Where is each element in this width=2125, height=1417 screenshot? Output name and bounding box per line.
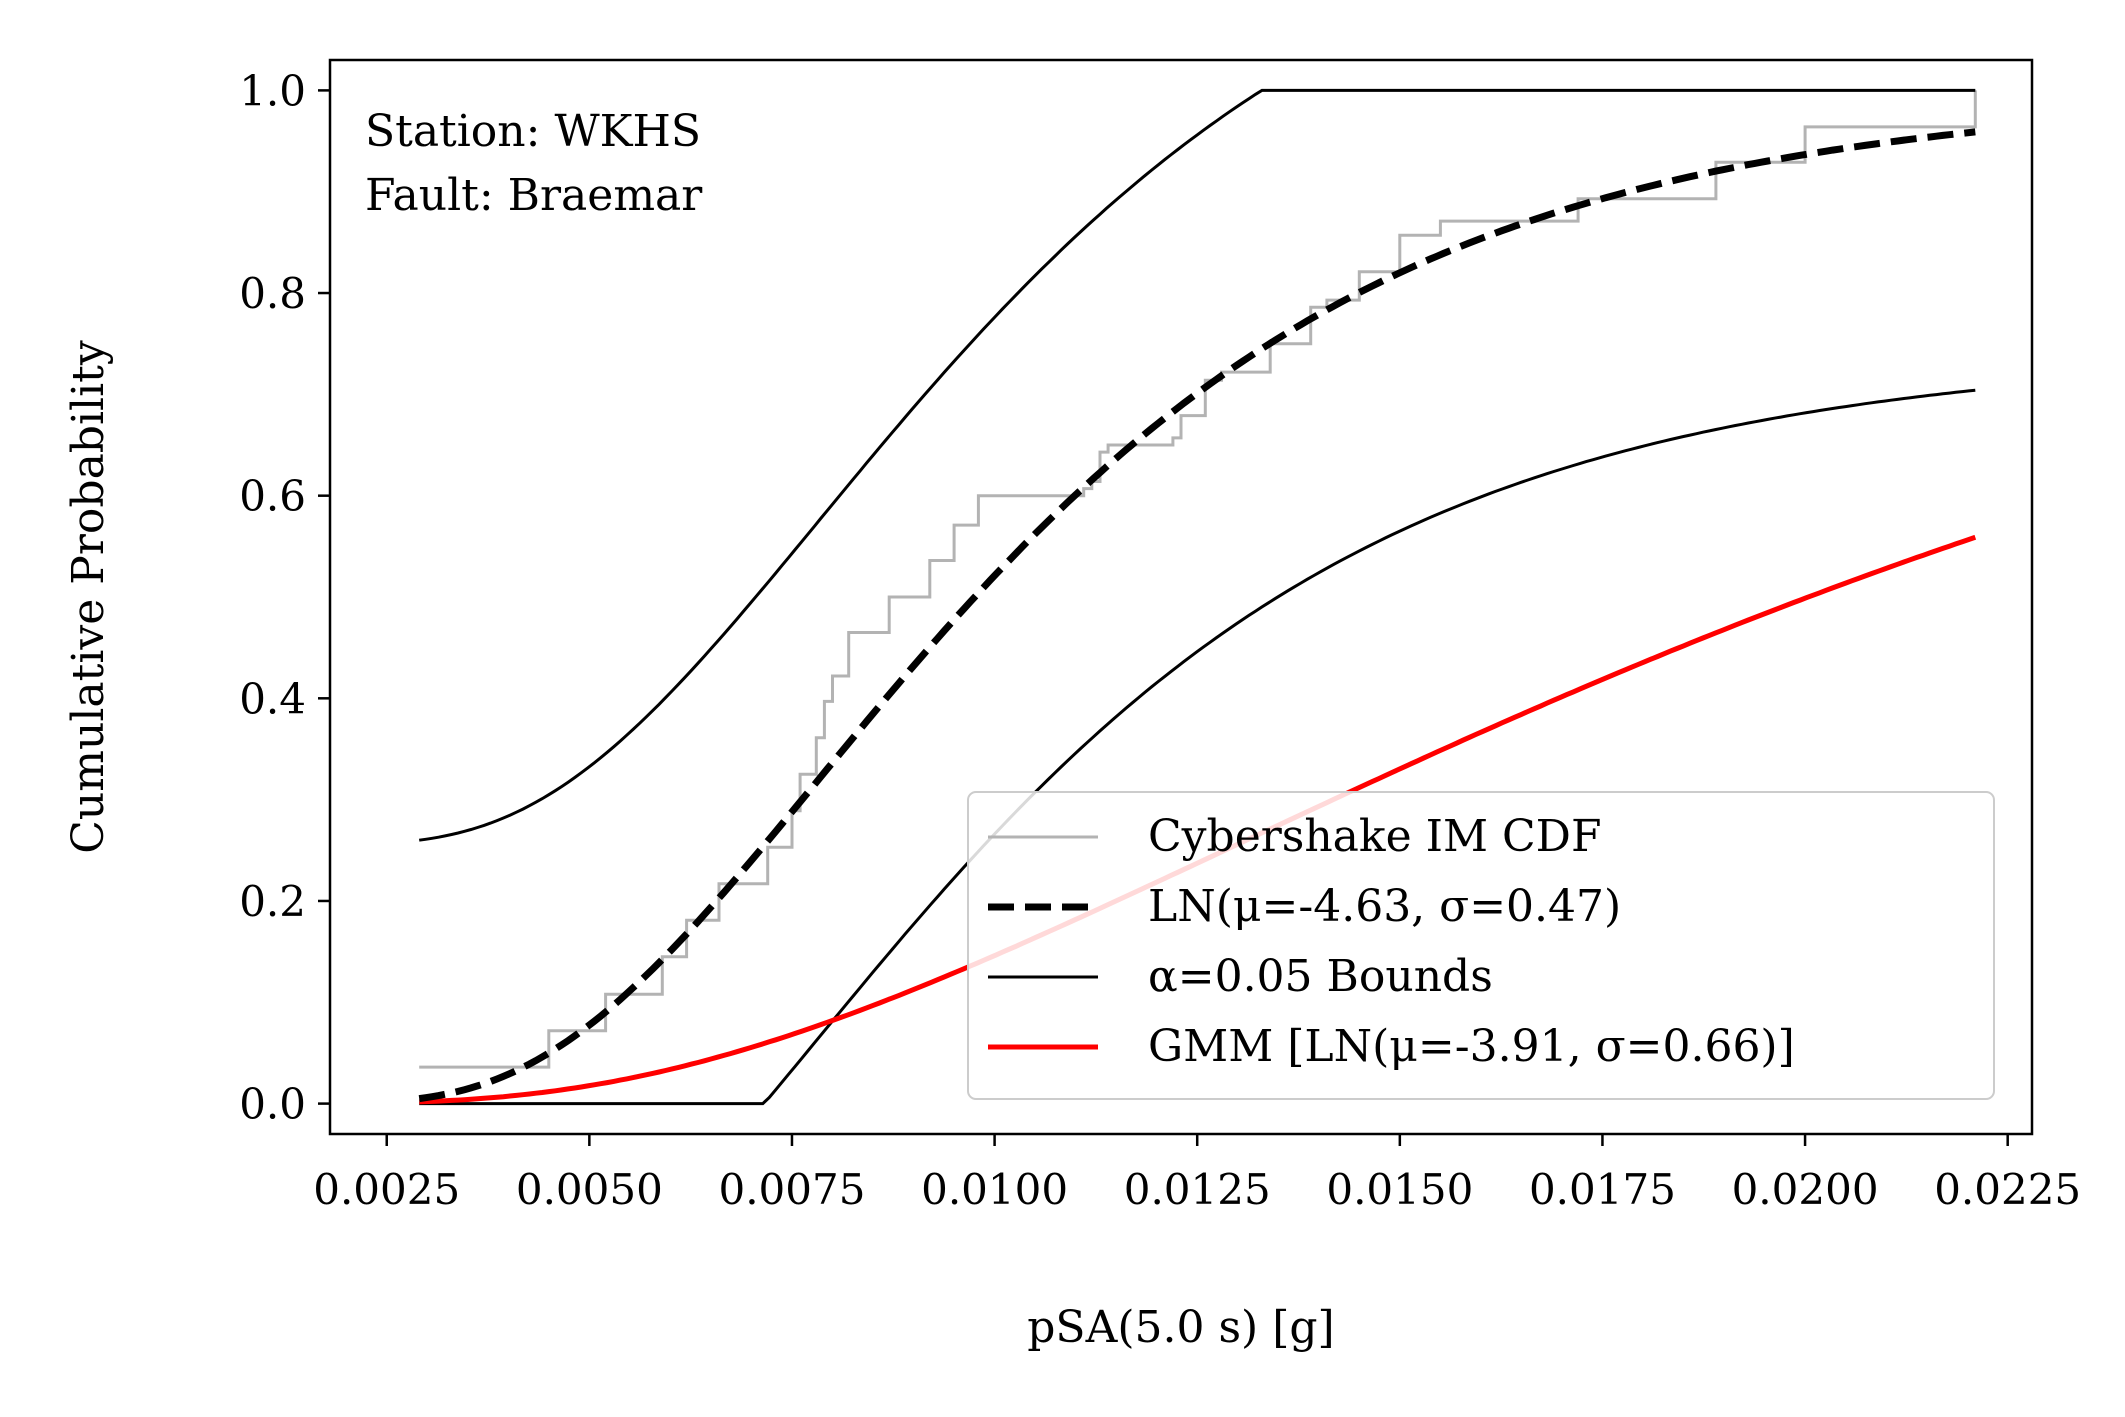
x-tick-label: 0.0050 bbox=[516, 1165, 663, 1214]
y-axis-ticks: 0.0 0.2 0.4 0.6 0.8 1.0 bbox=[239, 66, 330, 1129]
x-axis-label: pSA(5.0 s) [g] bbox=[1027, 1302, 1334, 1353]
plot-frame bbox=[328, 58, 2034, 1136]
legend: Cybershake IM CDF LN(μ=-4.63, σ=0.47) α=… bbox=[967, 791, 1995, 1100]
annotation-station: Station: WKHS bbox=[365, 106, 701, 157]
series-ln-fit bbox=[418, 128, 1976, 1103]
x-tick-label: 0.0100 bbox=[921, 1165, 1068, 1214]
x-tick-label: 0.0200 bbox=[1732, 1165, 1879, 1214]
y-tick-label: 1.0 bbox=[239, 66, 306, 115]
x-tick-label: 0.0175 bbox=[1529, 1165, 1676, 1214]
y-axis-label: Cumulative Probability bbox=[63, 340, 114, 854]
legend-label-cybershake: Cybershake IM CDF bbox=[1148, 811, 1602, 862]
y-tick-label: 0.0 bbox=[239, 1080, 306, 1129]
series-lower-bound bbox=[419, 388, 1976, 1106]
y-tick-label: 0.2 bbox=[239, 877, 306, 926]
x-tick-label: 0.0125 bbox=[1124, 1165, 1271, 1214]
y-tick-label: 0.4 bbox=[239, 674, 306, 723]
x-tick-label: 0.0150 bbox=[1326, 1165, 1473, 1214]
x-tick-label: 0.0075 bbox=[718, 1165, 865, 1214]
y-tick-label: 0.6 bbox=[239, 472, 306, 521]
annotation-fault: Fault: Braemar bbox=[365, 170, 703, 221]
x-axis-ticks: 0.0025 0.0050 0.0075 0.0100 0.0125 0.0150 0.01… bbox=[313, 1134, 2081, 1214]
x-tick-label: 0.0225 bbox=[1934, 1165, 2081, 1214]
series-upper-bound bbox=[418, 88, 1976, 842]
x-tick-label: 0.0025 bbox=[313, 1165, 460, 1214]
y-tick-label: 0.8 bbox=[239, 269, 306, 318]
plot-area bbox=[328, 58, 2034, 1136]
legend-label-bounds: α=0.05 Bounds bbox=[1148, 951, 1493, 1002]
legend-label-ln-fit: LN(μ=-4.63, σ=0.47) bbox=[1148, 881, 1621, 932]
series-cybershake-cdf bbox=[419, 90, 1977, 1069]
legend-label-gmm: GMM [LN(μ=-3.91, σ=0.66)] bbox=[1148, 1021, 1795, 1072]
legend-frame bbox=[967, 791, 1995, 1100]
